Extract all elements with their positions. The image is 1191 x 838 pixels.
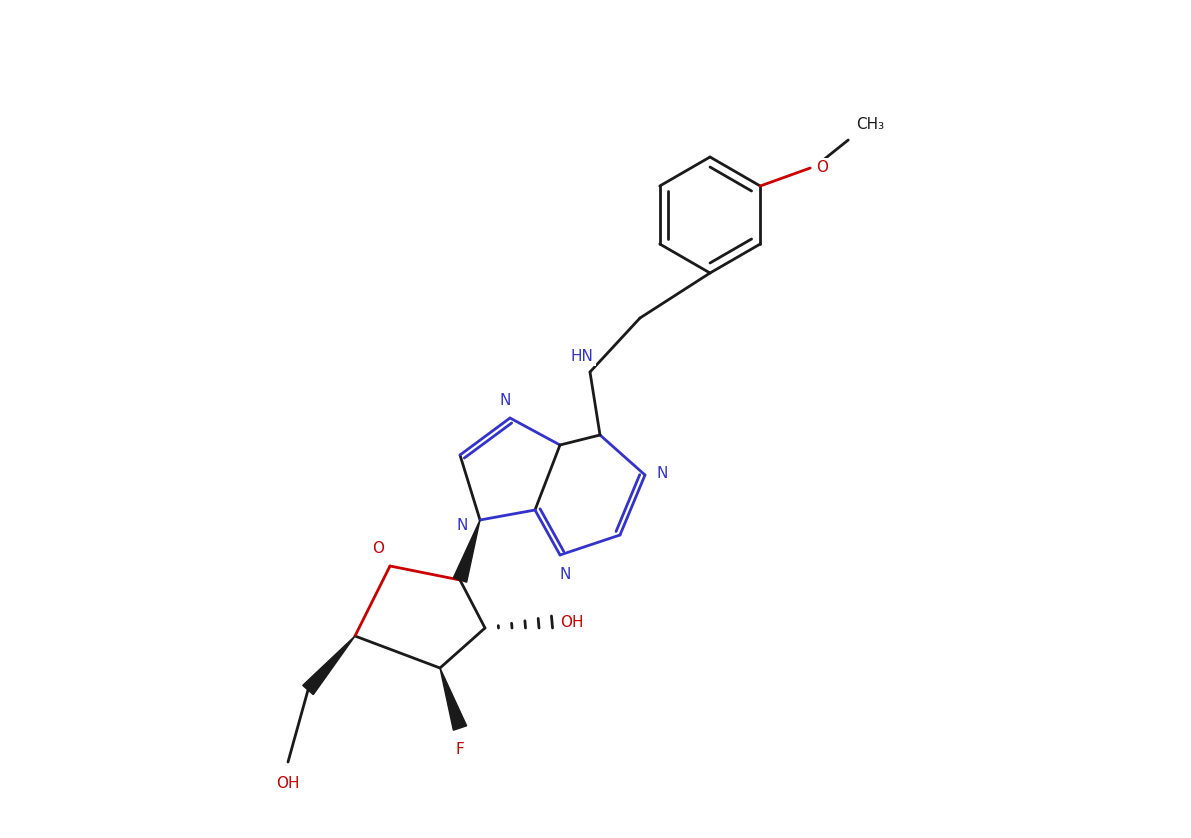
Text: N: N bbox=[657, 465, 668, 480]
Polygon shape bbox=[439, 668, 467, 730]
Text: HN: HN bbox=[570, 349, 593, 364]
Polygon shape bbox=[303, 636, 355, 695]
Text: O: O bbox=[372, 541, 384, 556]
Text: CH₃: CH₃ bbox=[856, 117, 885, 132]
Polygon shape bbox=[454, 520, 480, 582]
Text: N: N bbox=[560, 567, 570, 582]
Text: O: O bbox=[816, 161, 828, 175]
Text: OH: OH bbox=[560, 614, 584, 629]
Text: F: F bbox=[456, 742, 464, 757]
Text: N: N bbox=[499, 393, 511, 408]
Text: N: N bbox=[456, 518, 468, 532]
Text: OH: OH bbox=[276, 776, 300, 791]
